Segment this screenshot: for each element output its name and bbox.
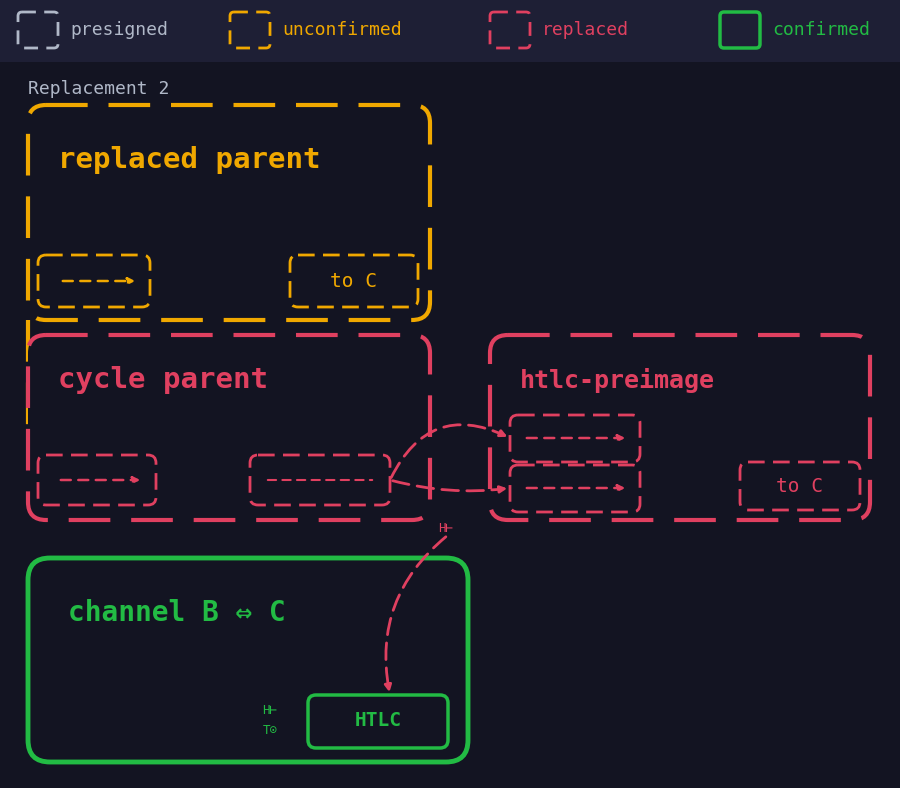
Text: to C: to C xyxy=(330,272,377,291)
FancyBboxPatch shape xyxy=(38,455,156,505)
FancyBboxPatch shape xyxy=(490,335,870,520)
FancyBboxPatch shape xyxy=(38,255,150,307)
FancyBboxPatch shape xyxy=(510,415,640,462)
FancyBboxPatch shape xyxy=(308,695,448,748)
Text: HTLC: HTLC xyxy=(355,712,401,730)
Text: T⊙: T⊙ xyxy=(263,723,277,737)
Text: Replacement 2: Replacement 2 xyxy=(28,80,169,98)
FancyBboxPatch shape xyxy=(740,462,860,510)
Text: presigned: presigned xyxy=(70,21,168,39)
FancyBboxPatch shape xyxy=(510,465,640,512)
FancyBboxPatch shape xyxy=(28,105,430,320)
FancyBboxPatch shape xyxy=(28,335,430,520)
FancyBboxPatch shape xyxy=(28,558,468,762)
Text: H⊢: H⊢ xyxy=(438,522,453,534)
Text: htlc-preimage: htlc-preimage xyxy=(520,367,715,392)
FancyBboxPatch shape xyxy=(250,455,390,505)
Text: H⊢: H⊢ xyxy=(263,704,277,716)
Text: replaced: replaced xyxy=(542,21,629,39)
Text: replaced parent: replaced parent xyxy=(58,146,320,174)
Text: to C: to C xyxy=(777,477,824,496)
Bar xyxy=(0,0,900,62)
Text: cycle parent: cycle parent xyxy=(58,366,268,394)
FancyBboxPatch shape xyxy=(290,255,418,307)
Text: unconfirmed: unconfirmed xyxy=(282,21,401,39)
Text: confirmed: confirmed xyxy=(772,21,870,39)
Text: channel B ⇔ C: channel B ⇔ C xyxy=(68,599,286,627)
